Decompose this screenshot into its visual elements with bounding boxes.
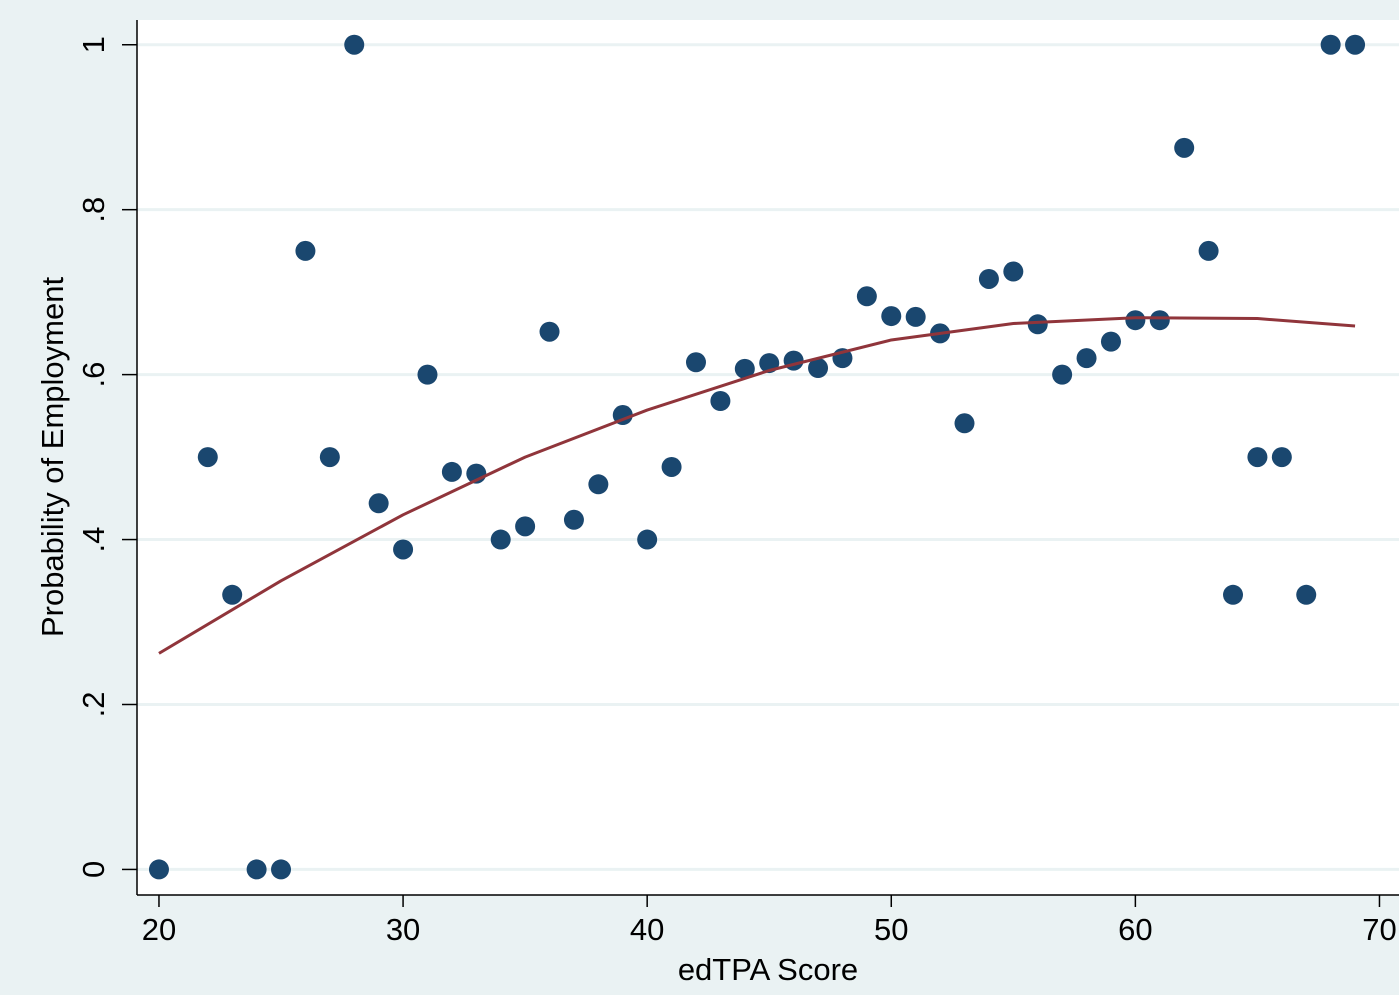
point <box>539 321 560 342</box>
point <box>393 539 414 560</box>
point <box>588 474 609 495</box>
point <box>881 306 902 327</box>
point <box>1052 364 1073 385</box>
point <box>637 529 658 550</box>
point <box>148 859 169 880</box>
point <box>441 461 462 482</box>
point <box>1027 314 1048 335</box>
point <box>1247 447 1268 468</box>
point <box>417 364 438 385</box>
point <box>1296 584 1317 605</box>
point <box>1345 34 1366 55</box>
point <box>1076 348 1097 369</box>
point <box>295 240 316 261</box>
point <box>1271 447 1292 468</box>
y-tick-label: 1 <box>76 36 111 53</box>
point <box>319 447 340 468</box>
point <box>1174 137 1195 158</box>
x-tick-label: 30 <box>386 912 420 947</box>
point <box>563 509 584 530</box>
point <box>808 358 829 379</box>
y-axis-title: Probability of Employment <box>35 277 70 637</box>
plot-area <box>137 20 1399 895</box>
point <box>856 286 877 307</box>
x-axis-title: edTPA Score <box>678 952 858 987</box>
point <box>344 34 365 55</box>
point <box>1125 310 1146 331</box>
point <box>490 529 511 550</box>
point <box>197 447 218 468</box>
point <box>1198 240 1219 261</box>
point <box>222 584 243 605</box>
point <box>1223 584 1244 605</box>
point <box>1149 310 1170 331</box>
point <box>710 391 731 412</box>
point <box>954 413 975 434</box>
point <box>685 352 706 373</box>
x-tick-label: 40 <box>630 912 664 947</box>
point <box>661 456 682 477</box>
point <box>734 358 755 379</box>
x-tick-label: 70 <box>1362 912 1396 947</box>
point <box>1100 331 1121 352</box>
x-tick-label: 60 <box>1118 912 1152 947</box>
point <box>1003 261 1024 282</box>
point <box>368 493 389 514</box>
y-tick-label: .8 <box>76 197 111 223</box>
y-tick-label: .2 <box>76 692 111 718</box>
point <box>515 516 536 537</box>
point <box>978 268 999 289</box>
x-tick-label: 20 <box>142 912 176 947</box>
point <box>271 859 292 880</box>
fit-line <box>158 316 1356 655</box>
point <box>905 306 926 327</box>
y-tick-label: .4 <box>76 527 111 553</box>
point <box>1320 34 1341 55</box>
y-tick-label: 0 <box>76 861 111 878</box>
point <box>246 859 267 880</box>
y-tick-label: .6 <box>76 362 111 388</box>
x-tick-label: 50 <box>874 912 908 947</box>
